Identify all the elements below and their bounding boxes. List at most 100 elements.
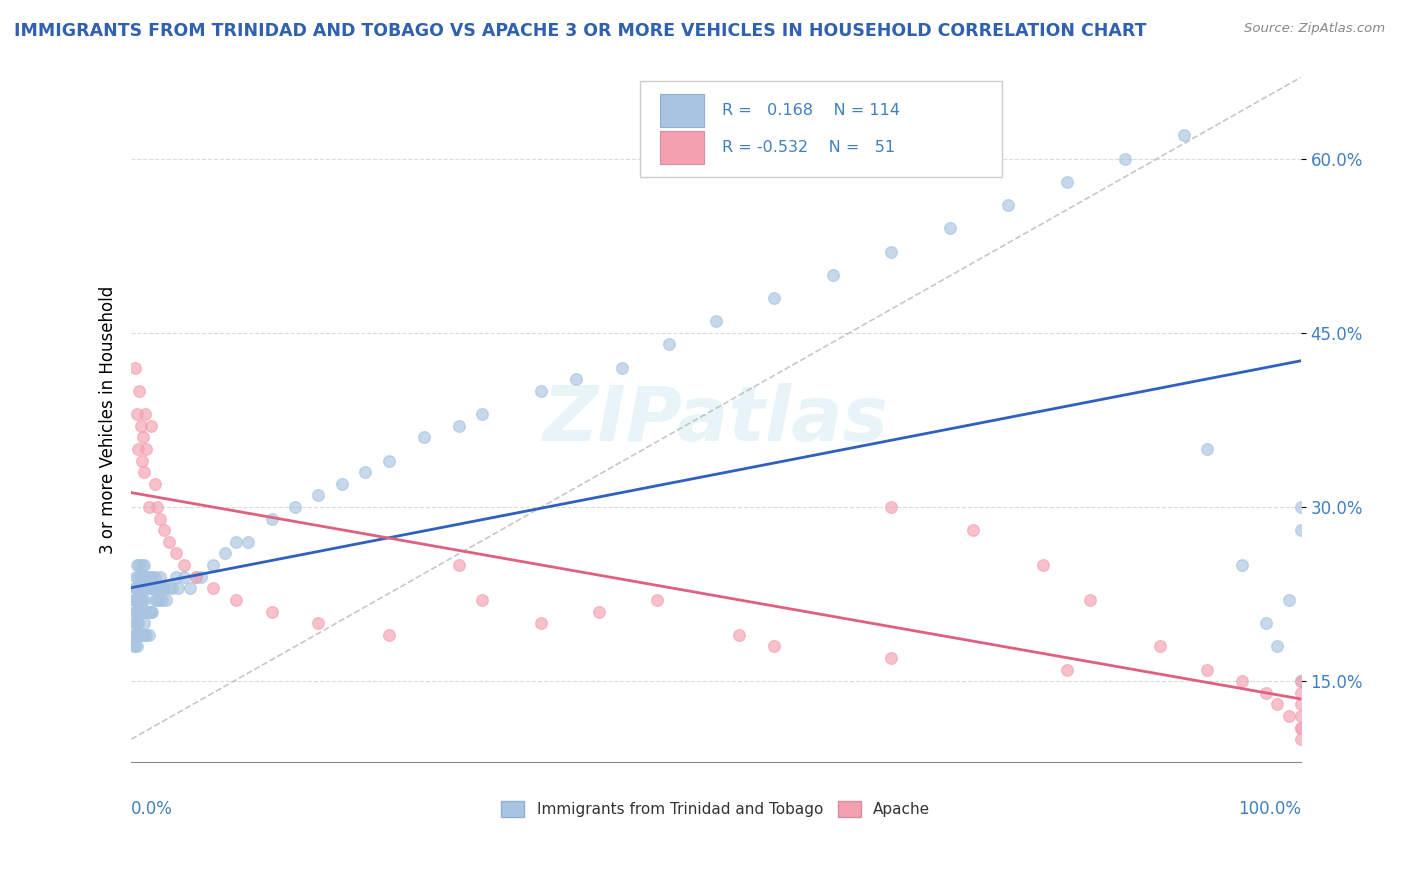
Point [124,640,146,654]
Point [135,582,157,596]
Point [821,268,844,282]
Point [214,546,236,560]
Point [1230,558,1253,572]
Point [447,418,470,433]
Point [131,593,153,607]
Point [763,640,786,654]
Point [138,500,160,514]
Y-axis label: 3 or more Vehicles in Household: 3 or more Vehicles in Household [100,285,117,554]
Point [131,558,153,572]
Point [529,616,551,631]
Point [1289,721,1312,735]
Point [122,640,145,654]
Point [128,628,150,642]
Point [1078,593,1101,607]
Point [1289,674,1312,689]
Point [1265,640,1288,654]
Point [149,511,172,525]
Point [471,593,494,607]
Point [1289,732,1312,747]
Point [307,488,329,502]
Point [148,593,170,607]
Point [146,500,169,514]
Point [146,593,169,607]
Point [136,569,159,583]
Point [127,640,149,654]
Point [127,605,149,619]
Point [412,430,434,444]
Point [127,628,149,642]
Point [124,582,146,596]
Point [880,651,903,665]
Point [202,558,225,572]
Point [132,616,155,631]
Text: ZIPatlas: ZIPatlas [543,383,889,457]
Point [138,605,160,619]
Point [647,593,669,607]
Point [142,582,165,596]
Point [704,314,727,328]
Point [127,616,149,631]
Point [179,582,201,596]
Point [132,465,155,479]
Point [128,582,150,596]
Point [529,384,551,398]
Point [1173,128,1195,143]
Point [121,628,143,642]
Point [139,605,162,619]
Point [1230,674,1253,689]
Point [134,628,156,642]
Point [134,407,156,421]
Point [1149,640,1171,654]
Point [157,582,180,596]
Point [138,628,160,642]
Point [128,605,150,619]
Point [658,337,681,351]
Point [1289,523,1312,537]
Point [128,384,150,398]
Text: IMMIGRANTS FROM TRINIDAD AND TOBAGO VS APACHE 3 OR MORE VEHICLES IN HOUSEHOLD CO: IMMIGRANTS FROM TRINIDAD AND TOBAGO VS A… [14,22,1146,40]
Point [127,558,149,572]
Point [1254,616,1277,631]
Point [127,569,149,583]
Point [127,593,149,607]
FancyBboxPatch shape [659,131,704,164]
Point [149,569,172,583]
Point [225,534,247,549]
Point [330,476,353,491]
Point [132,605,155,619]
Point [238,534,260,549]
Point [124,616,146,631]
Point [129,418,152,433]
Point [129,605,152,619]
Text: Source: ZipAtlas.com: Source: ZipAtlas.com [1244,22,1385,36]
Point [160,582,183,596]
Point [588,605,610,619]
Point [225,593,247,607]
Point [132,593,155,607]
Point [1254,686,1277,700]
Point [132,558,155,572]
Point [127,628,149,642]
Point [134,605,156,619]
Point [150,593,173,607]
Point [173,558,195,572]
Point [202,582,225,596]
Point [134,569,156,583]
Point [128,593,150,607]
Point [125,616,148,631]
Point [139,605,162,619]
Point [129,593,152,607]
Point [377,628,399,642]
Point [136,605,159,619]
Point [143,569,166,583]
Point [127,616,149,631]
Point [127,407,149,421]
Point [377,453,399,467]
Text: R = -0.532    N =   51: R = -0.532 N = 51 [721,140,896,155]
Point [152,582,174,596]
Point [962,523,984,537]
Point [141,569,163,583]
Point [128,558,150,572]
Point [127,582,149,596]
